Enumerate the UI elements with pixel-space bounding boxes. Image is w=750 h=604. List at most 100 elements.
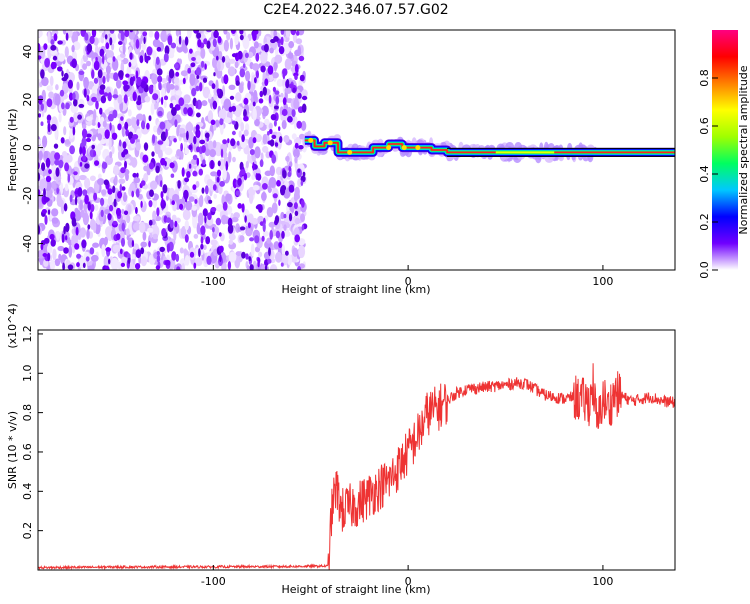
noise-blob-dark bbox=[200, 243, 204, 250]
noise-blob-dark bbox=[164, 259, 171, 266]
noise-blob-dark bbox=[55, 167, 60, 177]
noise-blob-dark bbox=[104, 265, 110, 270]
noise-blob-dark bbox=[118, 70, 124, 78]
noise-blob-dark bbox=[229, 95, 235, 100]
noise-blob-dark bbox=[186, 171, 191, 178]
noise-blob-dark bbox=[50, 39, 55, 45]
noise-blob-dark bbox=[54, 152, 61, 161]
noise-blob-dark bbox=[136, 172, 139, 178]
noise-blob-dark bbox=[117, 123, 122, 131]
noise-blob-dark bbox=[196, 146, 200, 153]
noise-blob-dark bbox=[116, 233, 121, 241]
noise-blob-dark bbox=[102, 54, 105, 65]
noise-blob-light bbox=[94, 204, 99, 211]
noise-blob-light bbox=[140, 241, 147, 248]
noise-blob-dark bbox=[121, 186, 126, 191]
noise-blob-dark bbox=[202, 159, 206, 166]
noise-blob-light bbox=[276, 78, 284, 87]
noise-blob-light bbox=[101, 189, 107, 196]
noise-blob-light bbox=[269, 47, 274, 54]
noise-cloud bbox=[38, 30, 308, 270]
noise-blob-light bbox=[294, 49, 302, 57]
snr-line bbox=[38, 363, 675, 570]
noise-blob-dark bbox=[112, 220, 118, 226]
noise-blob-light bbox=[197, 212, 204, 226]
noise-blob-light bbox=[285, 30, 290, 38]
noise-blob-dark bbox=[195, 67, 202, 76]
colorbar: 0.0 0.2 0.4 0.6 0.8 Normalized spectral ampl… bbox=[698, 30, 750, 279]
noise-blob-light bbox=[160, 30, 168, 43]
noise-blob-dark bbox=[221, 56, 226, 63]
noise-blob-light bbox=[176, 149, 182, 157]
noise-blob-dark bbox=[212, 227, 215, 233]
noise-blob-dark bbox=[202, 77, 208, 83]
noise-blob-dark bbox=[120, 116, 124, 121]
noise-blob-dark bbox=[140, 180, 146, 186]
noise-blob-dark bbox=[247, 222, 251, 229]
noise-blob-light bbox=[242, 36, 250, 50]
noise-blob-light bbox=[268, 221, 276, 228]
noise-blob-dark bbox=[112, 94, 119, 99]
noise-blob-dark bbox=[225, 160, 229, 171]
noise-blob-light bbox=[169, 83, 175, 90]
snr-y-ticks: 0.2 0.4 0.6 0.8 1.0 1.2 bbox=[21, 325, 43, 539]
noise-blob-dark bbox=[299, 74, 305, 82]
noise-blob-light bbox=[111, 145, 115, 155]
noise-blob-light bbox=[121, 256, 128, 264]
noise-blob-dark bbox=[149, 189, 154, 197]
noise-blob-light bbox=[58, 112, 62, 123]
noise-blob-dark bbox=[71, 217, 77, 227]
noise-blob-dark bbox=[235, 190, 241, 196]
noise-blob-light bbox=[171, 99, 177, 105]
noise-blob-dark bbox=[243, 115, 249, 122]
noise-blob-dark bbox=[269, 229, 274, 240]
noise-blob-light bbox=[116, 79, 122, 89]
noise-blob-light bbox=[213, 193, 217, 199]
noise-blob-dark bbox=[124, 121, 129, 130]
noise-blob-dark bbox=[160, 180, 163, 188]
snr-marks bbox=[38, 363, 675, 570]
noise-blob-light bbox=[208, 93, 212, 100]
noise-blob-light bbox=[286, 106, 292, 119]
noise-blob-dark bbox=[287, 202, 293, 208]
x-tick-label: 0 bbox=[405, 575, 412, 588]
noise-blob-light bbox=[251, 217, 258, 225]
noise-blob-dark bbox=[86, 133, 92, 138]
noise-blob-dark bbox=[140, 200, 143, 208]
noise-blob-dark bbox=[44, 58, 50, 68]
noise-blob-light bbox=[68, 245, 73, 258]
noise-blob-dark bbox=[143, 36, 146, 45]
noise-blob-dark bbox=[45, 157, 51, 168]
noise-blob-dark bbox=[49, 233, 55, 240]
noise-blob-light bbox=[262, 134, 268, 145]
noise-blob-light bbox=[284, 58, 292, 70]
noise-blob-dark bbox=[81, 239, 87, 249]
noise-blob-dark bbox=[184, 234, 189, 243]
noise-blob-dark bbox=[118, 30, 124, 34]
noise-blob-dark bbox=[243, 172, 248, 181]
noise-blob-dark bbox=[119, 248, 123, 255]
noise-blob-dark bbox=[169, 219, 174, 229]
noise-blob-dark bbox=[240, 169, 246, 176]
noise-blob-dark bbox=[239, 34, 244, 41]
noise-blob-dark bbox=[100, 209, 104, 218]
noise-blob-dark bbox=[203, 38, 208, 45]
noise-blob-light bbox=[252, 107, 257, 121]
noise-blob-dark bbox=[38, 172, 41, 182]
noise-blob-dark bbox=[120, 167, 126, 174]
noise-blob-dark bbox=[48, 169, 52, 175]
noise-blob-light bbox=[173, 77, 180, 85]
noise-blob-dark bbox=[300, 180, 304, 187]
noise-blob-dark bbox=[84, 32, 89, 41]
noise-blob-dark bbox=[67, 173, 71, 183]
noise-blob-dark bbox=[199, 139, 206, 145]
noise-blob-dark bbox=[156, 254, 161, 263]
noise-blob-dark bbox=[281, 108, 288, 117]
noise-blob-dark bbox=[195, 124, 200, 132]
noise-blob-dark bbox=[267, 65, 274, 75]
noise-blob-dark bbox=[78, 70, 85, 75]
noise-blob-dark bbox=[143, 142, 149, 151]
noise-blob-dark bbox=[73, 171, 78, 176]
noise-blob-light bbox=[219, 158, 225, 171]
noise-blob-dark bbox=[255, 52, 260, 62]
